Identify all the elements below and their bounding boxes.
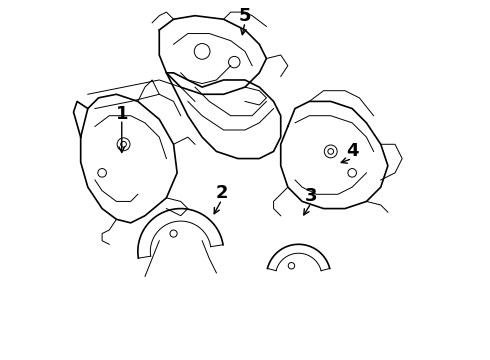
Text: 2: 2	[216, 184, 228, 202]
Text: 3: 3	[305, 187, 318, 205]
Text: 4: 4	[346, 143, 358, 161]
Text: 5: 5	[239, 7, 251, 25]
Text: 1: 1	[116, 105, 128, 123]
